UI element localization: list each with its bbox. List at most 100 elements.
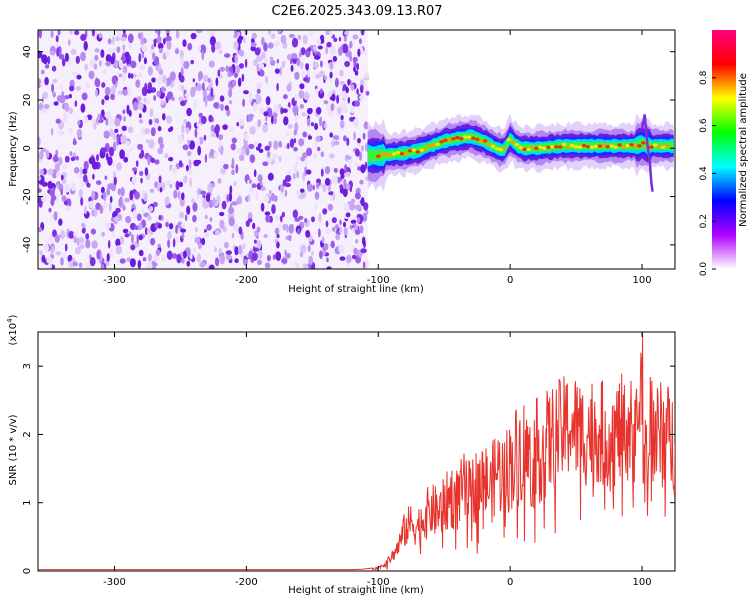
- noise-speckle: [183, 61, 190, 69]
- noise-speckle: [188, 166, 193, 176]
- noise-speckle: [316, 38, 322, 45]
- noise-speckle: [167, 239, 171, 249]
- signal-peak: [490, 144, 496, 148]
- noise-speckle: [329, 61, 334, 70]
- noise-speckle: [99, 205, 104, 214]
- noise-speckle: [315, 135, 321, 143]
- noise-speckle: [213, 102, 219, 109]
- noise-speckle: [110, 85, 116, 95]
- noise-speckle: [281, 211, 285, 218]
- noise-speckle: [187, 150, 192, 157]
- y-tick-label: -20: [22, 188, 33, 204]
- noise-speckle: [306, 169, 312, 175]
- noise-speckle: [147, 253, 152, 262]
- noise-speckle: [73, 137, 76, 146]
- noise-speckle: [339, 80, 345, 86]
- noise-speckle: [226, 108, 231, 117]
- noise-speckle: [85, 239, 91, 249]
- noise-speckle: [51, 83, 55, 93]
- noise-speckle: [242, 243, 246, 250]
- noise-speckle: [140, 177, 143, 184]
- noise-speckle: [248, 187, 255, 194]
- colorbar: 0.0 0.2 0.4 0.6 0.8 Normalized spectral ampl…: [699, 30, 749, 276]
- noise-speckle: [335, 233, 340, 241]
- noise-speckle: [144, 167, 149, 176]
- noise-speckle: [155, 249, 161, 256]
- noise-speckle: [165, 221, 169, 228]
- bottom-y-axis: 0 1 2 3: [22, 363, 675, 574]
- colorbar-gradient: [712, 30, 736, 269]
- noise-speckle: [171, 165, 177, 173]
- noise-speckle: [161, 255, 167, 262]
- noise-speckle: [343, 202, 350, 213]
- noise-speckle: [343, 35, 347, 42]
- noise-speckle: [81, 92, 88, 101]
- noise-speckle: [323, 122, 328, 129]
- signal-peak: [399, 152, 405, 156]
- noise-speckle: [236, 148, 242, 155]
- noise-speckle: [196, 253, 202, 263]
- noise-speckle: [64, 52, 69, 62]
- noise-speckle: [118, 59, 123, 69]
- signal-peak: [510, 140, 515, 144]
- noise-speckle: [254, 124, 258, 130]
- noise-speckle: [212, 197, 216, 206]
- noise-speckle: [123, 156, 129, 163]
- noise-speckle: [238, 35, 244, 41]
- noise-speckle: [82, 168, 88, 175]
- noise-speckle: [179, 211, 185, 219]
- signal-peak: [601, 143, 606, 147]
- noise-speckle: [149, 188, 155, 193]
- noise-speckle: [256, 226, 261, 233]
- noise-speckle: [64, 155, 70, 163]
- noise-speckle: [293, 138, 297, 144]
- noise-speckle: [114, 128, 119, 133]
- noise-speckle: [148, 232, 151, 242]
- noise-speckle: [63, 183, 71, 193]
- noise-speckle: [105, 61, 111, 67]
- noise-speckle: [209, 36, 216, 47]
- noise-speckle: [55, 35, 59, 43]
- noise-speckle: [348, 202, 356, 211]
- noise-speckle: [254, 47, 261, 56]
- noise-speckle: [267, 151, 271, 158]
- snr-frame: [37, 331, 676, 572]
- noise-speckle: [348, 51, 352, 60]
- noise-speckle: [131, 233, 134, 244]
- noise-speckle: [244, 58, 248, 68]
- noise-speckle: [100, 49, 105, 58]
- noise-speckle: [73, 230, 77, 238]
- noise-speckle: [278, 30, 282, 34]
- noise-speckle: [288, 33, 295, 38]
- noise-speckle: [158, 215, 162, 221]
- noise-speckle: [137, 143, 144, 150]
- noise-speckle: [235, 65, 240, 74]
- noise-speckle: [238, 49, 245, 57]
- signal-band: [367, 113, 674, 192]
- noise-speckle: [89, 257, 96, 267]
- noise-speckle: [214, 41, 221, 50]
- noise-speckle: [355, 239, 359, 244]
- noise-speckle: [231, 157, 235, 168]
- noise-speckle: [260, 186, 266, 191]
- noise-speckle: [81, 222, 85, 228]
- noise-speckle: [313, 61, 319, 69]
- noise-speckle: [115, 238, 121, 247]
- noise-speckle: [324, 177, 331, 186]
- noise-speckle: [104, 111, 112, 119]
- noise-speckle: [274, 68, 280, 74]
- colorbar-axis: 0.0 0.2 0.4 0.6 0.8: [699, 70, 716, 276]
- noise-speckle: [152, 52, 156, 61]
- noise-speckle: [64, 95, 70, 100]
- noise-speckle: [281, 258, 288, 264]
- signal-peak: [384, 152, 389, 156]
- signal-peak: [415, 150, 420, 154]
- noise-speckle: [99, 113, 103, 124]
- noise-speckle: [326, 102, 329, 113]
- noise-speckle: [264, 75, 269, 84]
- noise-speckle: [278, 103, 282, 109]
- noise-speckle: [204, 231, 210, 238]
- noise-speckle: [58, 156, 63, 166]
- noise-speckle: [181, 232, 185, 239]
- noise-speckle: [157, 243, 161, 248]
